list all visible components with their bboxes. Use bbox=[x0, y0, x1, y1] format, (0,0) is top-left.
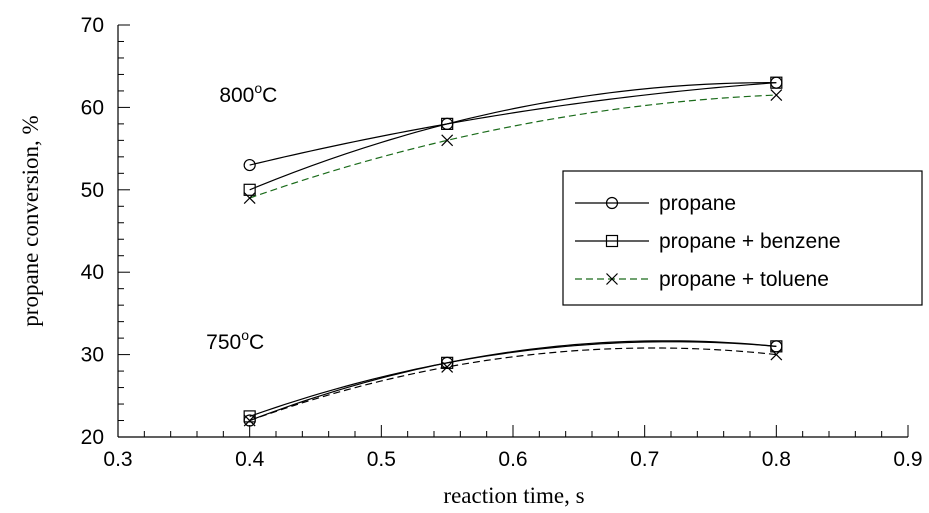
legend-box bbox=[562, 170, 923, 306]
x-marker bbox=[441, 361, 454, 373]
square-marker bbox=[441, 356, 454, 369]
legend-item: propane bbox=[575, 192, 736, 215]
square-marker bbox=[770, 340, 783, 353]
temperature-label: 800oC bbox=[219, 80, 277, 107]
y-axis-label: propane conversion, % bbox=[18, 115, 43, 326]
x-axis-label: reaction time, s bbox=[443, 483, 584, 508]
legend-label: propane bbox=[659, 192, 736, 215]
square-marker bbox=[243, 183, 256, 196]
legend-item: propane + toluene bbox=[575, 268, 829, 291]
axes: 0.3 0.4 0.5 0.6 0.7 0.8 0.9 20 30 40 50 60 70 bbox=[81, 14, 923, 471]
x-marker-stroke bbox=[441, 361, 454, 373]
series-square-750 bbox=[243, 340, 783, 423]
series-line bbox=[249, 94, 777, 199]
y-tick-label: 60 bbox=[81, 96, 104, 119]
series-line bbox=[249, 340, 777, 422]
square-marker bbox=[770, 76, 783, 89]
x-marker-stroke bbox=[243, 414, 256, 427]
y-tick-label: 30 bbox=[81, 344, 104, 367]
series-circle-750 bbox=[243, 340, 783, 427]
x-marker bbox=[770, 348, 783, 361]
circle-marker bbox=[605, 196, 619, 210]
x-tick-label: 0.4 bbox=[235, 448, 265, 471]
x-marker bbox=[606, 273, 618, 285]
legend: propane propane + benzene propane + toluen… bbox=[562, 170, 923, 306]
x-marker-stroke bbox=[243, 192, 256, 204]
y-tick-label: 20 bbox=[81, 426, 104, 449]
x-marker-stroke bbox=[441, 134, 454, 147]
y-tick-label: 70 bbox=[81, 14, 104, 37]
legend-item: propane + benzene bbox=[575, 230, 841, 253]
x-marker bbox=[770, 89, 783, 101]
square-marker bbox=[441, 117, 454, 130]
square-marker bbox=[243, 410, 256, 423]
legend-label: propane + benzene bbox=[659, 230, 841, 253]
series-x-800 bbox=[243, 89, 783, 204]
square-marker bbox=[605, 234, 619, 248]
x-tick-label: 0.7 bbox=[630, 448, 659, 471]
y-tick-label: 40 bbox=[81, 261, 104, 284]
x-tick-label: 0.5 bbox=[367, 448, 396, 471]
x-marker bbox=[441, 134, 454, 147]
x-marker-stroke bbox=[606, 273, 618, 285]
legend-label: propane + toluene bbox=[659, 268, 829, 291]
y-tick-label: 50 bbox=[81, 179, 104, 202]
circle-marker bbox=[243, 158, 256, 172]
series-line bbox=[249, 341, 777, 417]
series-line bbox=[249, 82, 777, 166]
series-circle-800 bbox=[243, 76, 783, 172]
x-marker-stroke bbox=[770, 89, 783, 101]
x-tick-label: 0.6 bbox=[498, 448, 527, 471]
series-line bbox=[249, 347, 777, 422]
x-marker bbox=[243, 192, 256, 204]
series-line bbox=[249, 82, 777, 191]
x-tick-label: 0.3 bbox=[103, 448, 132, 471]
x-marker-stroke bbox=[770, 348, 783, 361]
plot-area bbox=[243, 76, 783, 427]
x-tick-label: 0.9 bbox=[893, 448, 922, 471]
annotations: 800oC 750oC bbox=[206, 80, 277, 354]
x-marker bbox=[243, 414, 256, 427]
series-square-800 bbox=[243, 76, 783, 196]
temperature-label: 750oC bbox=[206, 327, 264, 354]
x-tick-label: 0.8 bbox=[762, 448, 791, 471]
series-x-750 bbox=[243, 347, 783, 427]
